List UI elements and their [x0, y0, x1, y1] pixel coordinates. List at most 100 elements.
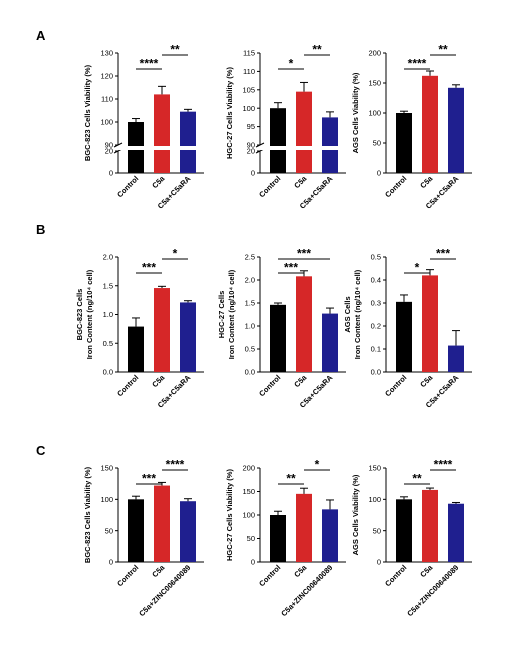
significance-label: **: [412, 472, 422, 486]
y-tick-label: 115: [243, 49, 255, 58]
bar: [270, 515, 286, 562]
y-tick-label: 100: [242, 511, 255, 520]
y-axis-label: Iron Content (ng/10⁴ cell): [85, 269, 94, 359]
y-tick-label: 200: [368, 49, 381, 58]
bar: [154, 94, 170, 173]
significance-label: ***: [142, 472, 156, 486]
bar: [422, 75, 438, 173]
x-category-label: Control: [115, 373, 140, 398]
bar: [448, 87, 464, 173]
y-tick-label: 0: [251, 169, 255, 178]
y-axis-label: AGS Cells Viability (%): [351, 72, 360, 153]
y-tick-label: 20: [105, 147, 113, 156]
y-tick-label: 150: [242, 487, 255, 496]
axis-break-gap: [119, 146, 205, 150]
y-axis-label: BGC-823 Cells: [75, 289, 84, 341]
y-tick-label: 2.5: [245, 253, 255, 262]
significance-label: *: [315, 458, 320, 472]
bar: [422, 275, 438, 372]
bar: [322, 313, 338, 372]
y-tick-label: 105: [242, 85, 255, 94]
panel-letter-c: C: [36, 443, 46, 458]
y-tick-label: 1.0: [103, 310, 113, 319]
y-tick-label: 150: [368, 79, 381, 88]
bar: [128, 499, 144, 562]
panel-letter-b: B: [36, 222, 45, 237]
y-tick-label: 100: [100, 118, 113, 127]
y-axis-label: Iron Content (ng/10⁴ cell): [227, 269, 236, 359]
significance-label: *: [415, 261, 420, 275]
significance-label: ****: [434, 458, 453, 472]
y-tick-label: 150: [100, 464, 113, 473]
bar: [154, 485, 170, 562]
y-tick-label: 100: [100, 495, 113, 504]
y-tick-label: 0.0: [103, 368, 113, 377]
x-category-label: C5a: [150, 372, 167, 389]
x-category-label: C5a: [418, 372, 435, 389]
significance-label: **: [438, 43, 448, 57]
bar: [296, 493, 312, 562]
x-category-label: C5a+ZINC00640089: [405, 563, 460, 618]
y-tick-label: 100: [368, 495, 381, 504]
y-tick-label: 50: [247, 534, 255, 543]
y-tick-label: 0.0: [371, 368, 381, 377]
y-axis-label: HGC-27 Cells Viability (%): [225, 67, 234, 159]
y-axis-label: HGC-27 Cells: [217, 291, 226, 339]
y-tick-label: 100: [368, 109, 381, 118]
y-tick-label: 110: [101, 95, 113, 104]
y-tick-label: 0: [109, 558, 113, 567]
x-category-label: C5a: [292, 173, 309, 190]
y-tick-label: 1.5: [103, 281, 113, 290]
bar: [154, 288, 170, 372]
y-tick-label: 110: [243, 67, 255, 76]
y-tick-label: 0: [251, 558, 255, 567]
x-category-label: C5a: [150, 173, 167, 190]
significance-label: *: [289, 57, 294, 71]
x-category-label: C5a: [418, 562, 435, 579]
axis-break-gap: [261, 146, 347, 150]
y-tick-label: 120: [100, 72, 113, 81]
bar: [396, 499, 412, 562]
chart-3: 0 50 100 150 200 AGS Cells Viability (%) Contr…: [351, 43, 472, 211]
panel-letter-a: A: [36, 28, 46, 43]
bar: [322, 117, 338, 173]
y-tick-label: 2.0: [245, 276, 255, 285]
chart-4: 0.0 0.5 1.0 1.5 2.0 BGC-823 Cells Iron Content…: [75, 247, 204, 410]
x-category-label: C5a+ZINC00640089: [137, 563, 192, 618]
y-tick-label: 1.0: [245, 322, 255, 331]
significance-label: ***: [297, 247, 311, 261]
chart-7: 0 50 100 150 BGC-823 Cells Viability (%) Cont…: [83, 458, 204, 618]
significance-label: ****: [166, 458, 185, 472]
bar: [448, 345, 464, 372]
y-tick-label: 0.0: [245, 368, 255, 377]
y-tick-label: 150: [368, 464, 381, 473]
y-tick-label: 0.5: [371, 253, 381, 262]
significance-label: **: [170, 43, 180, 57]
significance-label: ****: [140, 57, 159, 71]
y-tick-label: 0.3: [371, 299, 381, 308]
bar: [128, 326, 144, 372]
y-tick-label: 95: [247, 122, 255, 131]
x-category-label: Control: [115, 174, 140, 199]
y-tick-label: 0.1: [371, 345, 381, 354]
y-axis-label: BGC-823 Cells Viability (%): [83, 64, 92, 161]
significance-label: ***: [436, 247, 450, 261]
y-axis-label: Iron Content (ng/10⁴ cell): [353, 269, 362, 359]
bar: [322, 509, 338, 562]
y-axis-label: AGS Cells: [343, 296, 352, 332]
y-axis-label: AGS Cells Viability (%): [351, 474, 360, 555]
y-tick-label: 1.5: [245, 299, 255, 308]
chart-6: 0.0 0.1 0.2 0.3 0.4 0.5 AGS Cells Iron Content …: [343, 247, 472, 410]
y-tick-label: 0.4: [371, 276, 381, 285]
y-tick-label: 100: [242, 104, 255, 113]
bar: [296, 91, 312, 173]
significance-label: ***: [142, 261, 156, 275]
x-category-label: Control: [383, 563, 408, 588]
y-tick-label: 0: [377, 558, 381, 567]
y-tick-label: 0.2: [371, 322, 381, 331]
bar: [422, 489, 438, 562]
y-tick-label: 50: [373, 526, 381, 535]
